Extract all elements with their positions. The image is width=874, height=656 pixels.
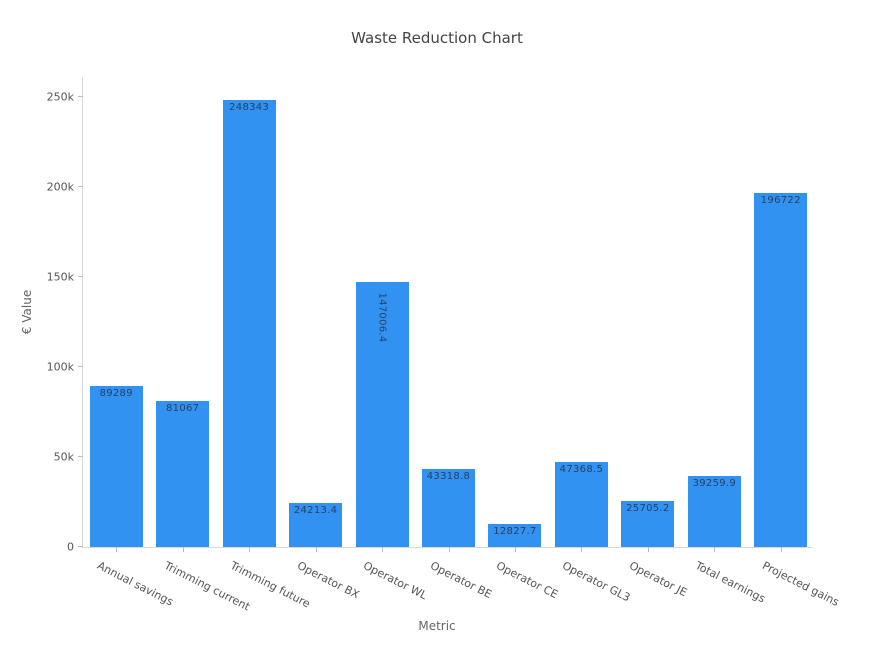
x-tick-label: Operator CE — [494, 559, 560, 602]
y-tick-mark — [78, 276, 83, 278]
bar[interactable]: 89289 — [89, 386, 143, 547]
y-axis-title: € Value — [20, 289, 34, 335]
x-tick-mark — [514, 547, 516, 552]
bar-value-label: 12827.7 — [493, 525, 537, 537]
bar-value-label: 89289 — [99, 388, 133, 400]
plot-area: 0 50k 100k 150k 200k 250k 89289 81067 248343 242… — [47, 77, 841, 613]
y-tick-mark — [78, 546, 83, 547]
x-tick-mark — [249, 547, 251, 552]
y-tick-label: 50k — [53, 450, 74, 464]
x-tick-mark — [780, 547, 782, 552]
bar-value-label: 196722 — [760, 194, 801, 206]
x-tick-label: Total earnings — [693, 559, 768, 606]
bar[interactable]: 196722 — [754, 192, 808, 547]
y-tick-mark — [78, 456, 83, 458]
bar[interactable]: 81067 — [156, 401, 210, 547]
x-tick-mark — [116, 547, 118, 552]
bar[interactable]: 25705.2 — [621, 500, 675, 547]
y-tick-mark — [78, 96, 83, 98]
x-tick-mark — [448, 547, 450, 552]
y-tick-label: 200k — [46, 180, 74, 194]
y-tick-label: 100k — [46, 360, 74, 374]
x-tick-label: Projected gains — [759, 559, 841, 609]
x-tick-label: Operator GL3 — [560, 559, 633, 605]
x-axis-title: Metric — [418, 619, 456, 633]
y-tick-label: 150k — [46, 270, 74, 284]
bar[interactable]: 147006.4 — [355, 282, 409, 547]
bar[interactable]: 47368.5 — [554, 461, 608, 547]
y-tick-label: 250k — [46, 90, 74, 104]
chart-title: Waste Reduction Chart — [351, 29, 523, 47]
bar[interactable]: 248343 — [222, 99, 276, 547]
x-tick-mark — [581, 547, 583, 552]
x-tick-mark — [182, 547, 184, 552]
x-tick-mark — [382, 547, 384, 552]
x-tick-mark — [714, 547, 716, 552]
x-tick-mark — [315, 547, 317, 552]
bar-value-label: 147006.4 — [356, 288, 409, 346]
bar-value-label: 39259.9 — [692, 478, 737, 490]
bar[interactable]: 39259.9 — [687, 476, 741, 547]
x-tick-label: Operator BE — [427, 559, 494, 602]
x-tick-label: Operator WL — [361, 559, 430, 603]
bar-value-text: 147006.4 — [376, 292, 388, 343]
bar-value-label: 25705.2 — [626, 502, 670, 514]
x-tick-mark — [647, 547, 649, 552]
bar[interactable]: 12827.7 — [488, 523, 542, 547]
bar-value-label: 248343 — [229, 101, 270, 113]
bar-value-label: 81067 — [166, 403, 200, 415]
bar-value-label: 47368.5 — [559, 463, 604, 475]
bar[interactable]: 43318.8 — [422, 469, 475, 547]
bar-value-label: 43318.8 — [426, 471, 471, 483]
x-tick-label: Operator JE — [626, 559, 689, 600]
bar[interactable]: 24213.4 — [289, 503, 343, 547]
y-tick-mark — [78, 186, 83, 188]
y-tick-mark — [78, 366, 83, 368]
bar-value-label: 24213.4 — [293, 505, 338, 517]
y-tick-label: 0 — [67, 540, 74, 554]
